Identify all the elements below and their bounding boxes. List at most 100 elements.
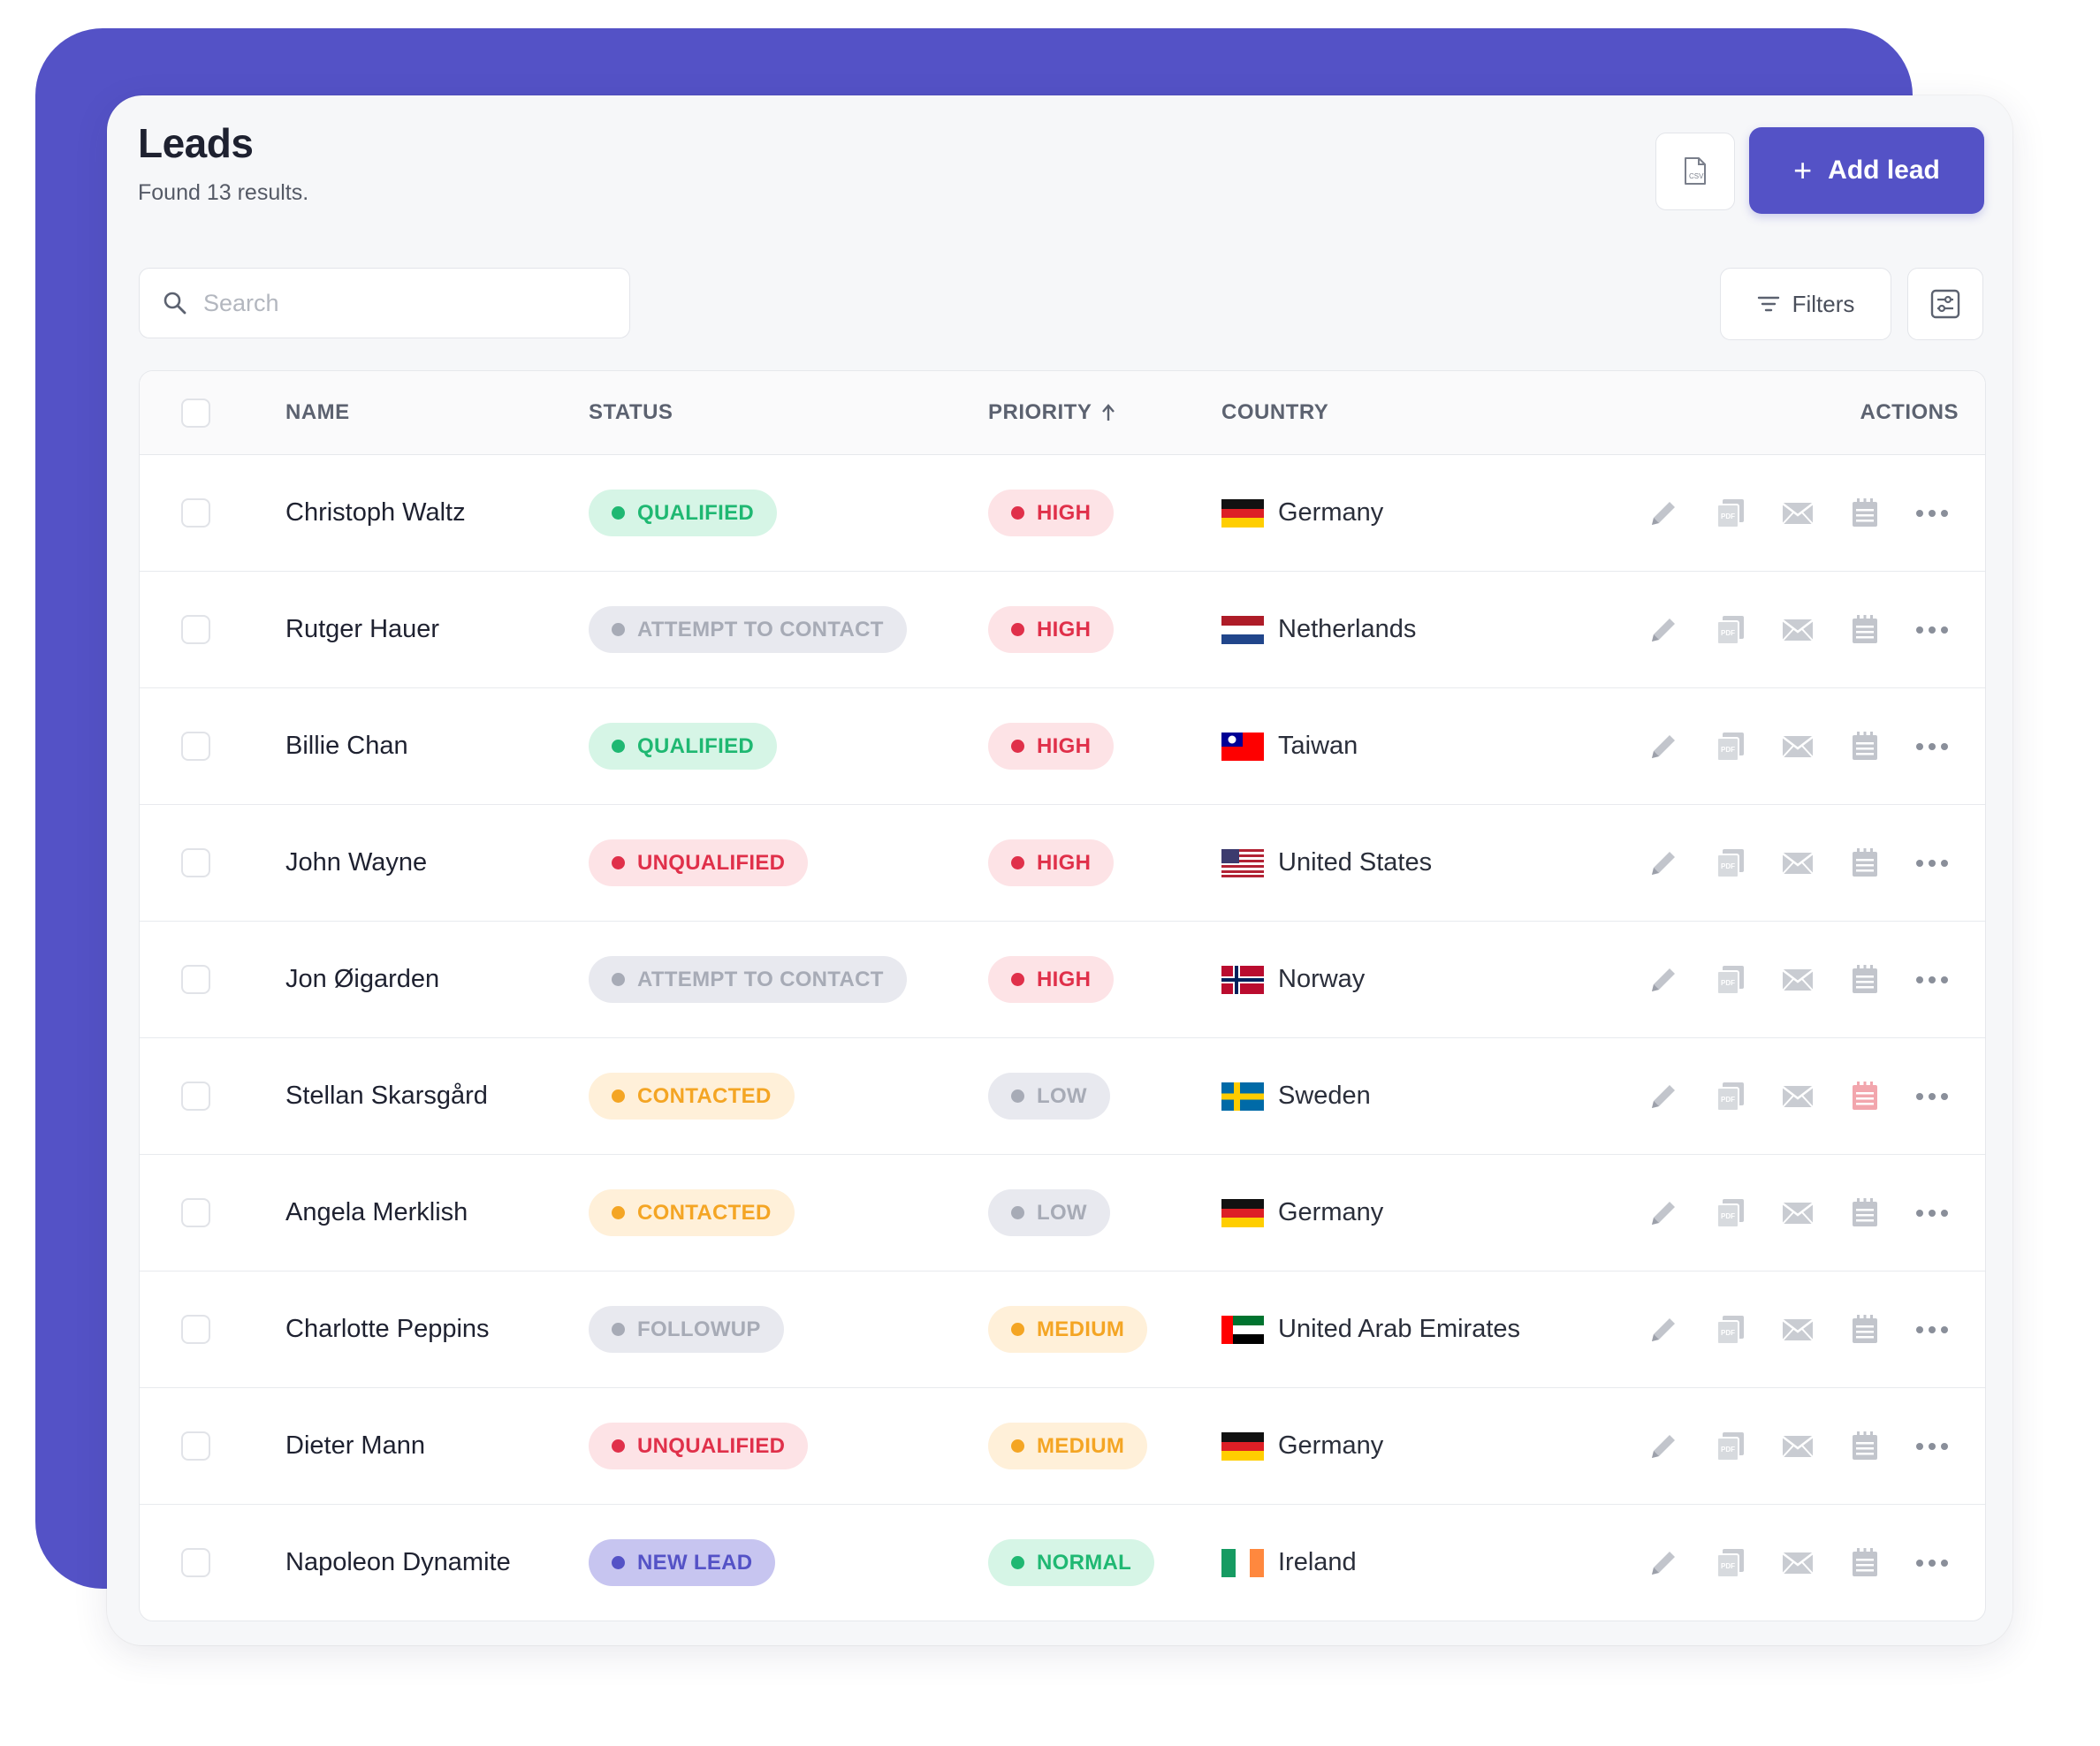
lead-name[interactable]: Angela Merklish: [285, 1198, 468, 1226]
status-badge[interactable]: ATTEMPT TO CONTACT: [589, 956, 907, 1003]
mail-icon[interactable]: [1764, 1317, 1831, 1342]
search-box[interactable]: [139, 268, 630, 338]
search-input[interactable]: [202, 288, 594, 318]
edit-icon[interactable]: [1630, 963, 1697, 997]
row-checkbox[interactable]: [181, 805, 210, 921]
lead-name[interactable]: Stellan Skarsgård: [285, 1082, 488, 1110]
priority-badge[interactable]: HIGH: [988, 956, 1115, 1003]
column-header-status[interactable]: STATUS: [589, 400, 673, 424]
select-all-checkbox[interactable]: [181, 398, 210, 428]
table-row[interactable]: Billie Chan QUALIFIED HIGH Taiwan PDF: [140, 688, 1985, 805]
column-header-name[interactable]: NAME: [285, 400, 350, 424]
priority-badge[interactable]: NORMAL: [988, 1539, 1155, 1586]
table-row[interactable]: Stellan Skarsgård CONTACTED LOW Sweden PDF: [140, 1038, 1985, 1155]
more-options-icon[interactable]: [1898, 509, 1966, 518]
calendar-icon[interactable]: [1831, 964, 1898, 995]
lead-name[interactable]: Napoleon Dynamite: [285, 1548, 511, 1576]
lead-name[interactable]: Jon Øigarden: [285, 965, 440, 993]
pdf-icon[interactable]: PDF: [1697, 1431, 1764, 1462]
priority-badge[interactable]: LOW: [988, 1073, 1110, 1120]
status-badge[interactable]: QUALIFIED: [589, 723, 778, 770]
pdf-icon[interactable]: PDF: [1697, 1197, 1764, 1229]
more-options-icon[interactable]: [1898, 1559, 1966, 1568]
column-header-country[interactable]: COUNTRY: [1221, 400, 1329, 424]
pdf-icon[interactable]: PDF: [1697, 1547, 1764, 1579]
calendar-icon[interactable]: [1831, 1431, 1898, 1461]
row-checkbox[interactable]: [181, 455, 210, 571]
more-options-icon[interactable]: [1898, 626, 1966, 634]
row-checkbox[interactable]: [181, 1505, 210, 1621]
edit-icon[interactable]: [1630, 613, 1697, 647]
calendar-icon[interactable]: [1831, 1314, 1898, 1345]
status-badge[interactable]: CONTACTED: [589, 1189, 795, 1236]
pdf-icon[interactable]: PDF: [1697, 1081, 1764, 1112]
lead-name[interactable]: Charlotte Peppins: [285, 1315, 490, 1343]
priority-badge[interactable]: HIGH: [988, 723, 1115, 770]
calendar-icon[interactable]: [1831, 1081, 1898, 1112]
edit-icon[interactable]: [1630, 1430, 1697, 1463]
table-row[interactable]: Rutger Hauer ATTEMPT TO CONTACT HIGH Nether…: [140, 572, 1985, 688]
edit-icon[interactable]: [1630, 497, 1697, 530]
filters-button[interactable]: Filters: [1720, 268, 1891, 340]
mail-icon[interactable]: [1764, 968, 1831, 992]
column-settings-button[interactable]: [1907, 268, 1983, 340]
calendar-icon[interactable]: [1831, 731, 1898, 762]
edit-icon[interactable]: [1630, 846, 1697, 880]
status-badge[interactable]: UNQUALIFIED: [589, 839, 809, 886]
priority-badge[interactable]: LOW: [988, 1189, 1110, 1236]
priority-badge[interactable]: HIGH: [988, 606, 1115, 653]
status-badge[interactable]: CONTACTED: [589, 1073, 795, 1120]
more-options-icon[interactable]: [1898, 859, 1966, 868]
mail-icon[interactable]: [1764, 501, 1831, 526]
row-checkbox[interactable]: [181, 688, 210, 804]
more-options-icon[interactable]: [1898, 1325, 1966, 1334]
lead-name[interactable]: Billie Chan: [285, 732, 408, 760]
table-row[interactable]: Charlotte Peppins FOLLOWUP MEDIUM United Ar…: [140, 1272, 1985, 1388]
mail-icon[interactable]: [1764, 1084, 1831, 1109]
more-options-icon[interactable]: [1898, 742, 1966, 751]
lead-name[interactable]: Rutger Hauer: [285, 615, 440, 643]
row-checkbox[interactable]: [181, 1388, 210, 1504]
status-badge[interactable]: UNQUALIFIED: [589, 1423, 809, 1469]
export-csv-button[interactable]: CSV: [1655, 133, 1735, 210]
pdf-icon[interactable]: PDF: [1697, 1314, 1764, 1346]
more-options-icon[interactable]: [1898, 1442, 1966, 1451]
priority-badge[interactable]: HIGH: [988, 490, 1115, 536]
table-row[interactable]: Napoleon Dynamite NEW LEAD NORMAL Ireland PD…: [140, 1505, 1985, 1621]
table-row[interactable]: Christoph Waltz QUALIFIED HIGH Germany PDF: [140, 455, 1985, 572]
add-lead-button[interactable]: + Add lead: [1749, 127, 1984, 214]
table-row[interactable]: Dieter Mann UNQUALIFIED MEDIUM Germany PDF: [140, 1388, 1985, 1505]
status-badge[interactable]: FOLLOWUP: [589, 1306, 784, 1353]
more-options-icon[interactable]: [1898, 975, 1966, 984]
edit-icon[interactable]: [1630, 1313, 1697, 1347]
column-header-priority[interactable]: PRIORITY: [988, 400, 1116, 425]
mail-icon[interactable]: [1764, 618, 1831, 642]
lead-name[interactable]: Christoph Waltz: [285, 498, 466, 527]
status-badge[interactable]: NEW LEAD: [589, 1539, 776, 1586]
calendar-icon[interactable]: [1831, 1197, 1898, 1228]
calendar-icon[interactable]: [1831, 614, 1898, 645]
edit-icon[interactable]: [1630, 1546, 1697, 1580]
row-checkbox[interactable]: [181, 1038, 210, 1154]
row-checkbox[interactable]: [181, 572, 210, 687]
mail-icon[interactable]: [1764, 1434, 1831, 1459]
pdf-icon[interactable]: PDF: [1697, 497, 1764, 529]
pdf-icon[interactable]: PDF: [1697, 614, 1764, 646]
calendar-icon[interactable]: [1831, 1547, 1898, 1578]
table-row[interactable]: Angela Merklish CONTACTED LOW Germany PDF: [140, 1155, 1985, 1272]
mail-icon[interactable]: [1764, 734, 1831, 759]
table-row[interactable]: John Wayne UNQUALIFIED HIGH United States PD…: [140, 805, 1985, 922]
pdf-icon[interactable]: PDF: [1697, 731, 1764, 763]
pdf-icon[interactable]: PDF: [1697, 847, 1764, 879]
more-options-icon[interactable]: [1898, 1209, 1966, 1218]
priority-badge[interactable]: HIGH: [988, 839, 1115, 886]
mail-icon[interactable]: [1764, 1201, 1831, 1226]
mail-icon[interactable]: [1764, 851, 1831, 876]
status-badge[interactable]: QUALIFIED: [589, 490, 778, 536]
table-row[interactable]: Jon Øigarden ATTEMPT TO CONTACT HIGH Norway…: [140, 922, 1985, 1038]
more-options-icon[interactable]: [1898, 1092, 1966, 1101]
calendar-icon[interactable]: [1831, 847, 1898, 878]
edit-icon[interactable]: [1630, 730, 1697, 763]
edit-icon[interactable]: [1630, 1080, 1697, 1113]
edit-icon[interactable]: [1630, 1196, 1697, 1230]
